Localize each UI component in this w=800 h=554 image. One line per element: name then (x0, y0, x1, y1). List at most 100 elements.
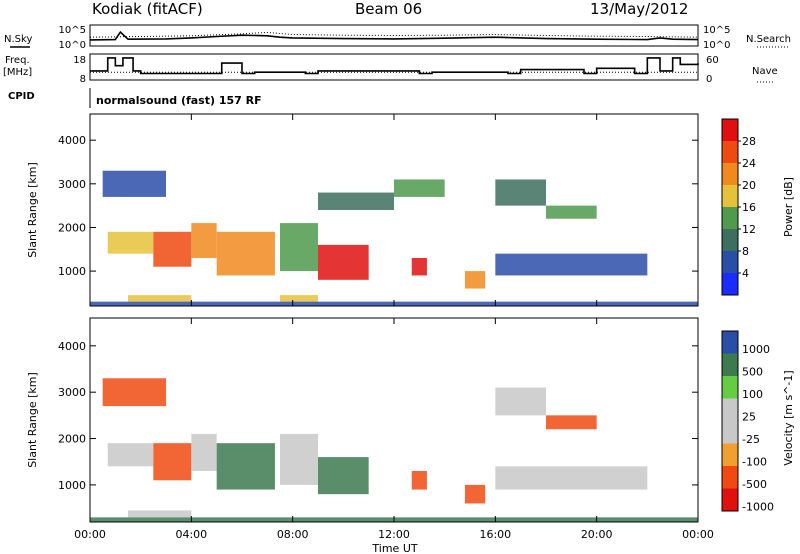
velocity-colorbar-frame (721, 330, 739, 512)
velocity-cbtick-3: 25 (742, 411, 756, 424)
xtick-label-3: 12:00 (378, 528, 410, 541)
power-colorbar-segment-0 (722, 273, 738, 295)
nave-ytick-bottom: 0 (706, 74, 712, 85)
xtick-label-0: 00:00 (74, 528, 106, 541)
noise-ytick-right-top: 10^5 (703, 25, 730, 36)
nsky-label: N.Sky (4, 34, 33, 45)
velocity-colorbar-segment-5 (722, 443, 738, 466)
power-cbtick-12: 12 (742, 223, 756, 236)
power-cell-8 (318, 192, 394, 210)
power-cell-1 (153, 231, 192, 267)
velocity-cell-7 (464, 484, 486, 504)
power-colorbar-segment-5 (722, 163, 738, 185)
cpid-label: CPID (8, 91, 35, 102)
date-label: 13/May/2012 (590, 0, 689, 18)
freq-panel-frame (89, 53, 699, 81)
power-cbtick-28: 28 (742, 135, 756, 148)
power-ytick-1000: 1000 (58, 265, 86, 278)
nave-label: Nave (752, 66, 778, 77)
velocity-cbtick-5: -100 (742, 456, 767, 469)
power-cell-13 (102, 170, 166, 197)
velocity-colorbar-segment-7 (722, 488, 738, 511)
velocity-cbtick-6: -500 (742, 478, 767, 491)
velocity-colorbar-segment-4 (722, 421, 738, 444)
power-colorbar-segment-2 (722, 229, 738, 251)
velocity-cell-5 (318, 457, 369, 495)
power-cell-2 (191, 223, 217, 258)
velocity-ylabel: Slant Range [km] (26, 372, 39, 468)
velocity-colorbar-segment-1 (722, 353, 738, 376)
noise-ytick-left-top: 10^5 (59, 25, 86, 36)
power-ytick-3000: 3000 (58, 178, 86, 191)
velocity-cbtick-1: 500 (742, 366, 763, 379)
freq-series (90, 57, 699, 75)
power-cell-10 (495, 179, 546, 206)
velocity-ytick-1000: 1000 (58, 479, 86, 492)
power-colorbar-segment-1 (722, 251, 738, 273)
freq-unit-label: [MHz] (3, 67, 33, 78)
velocity-cell-4 (280, 433, 318, 485)
power-cell-6 (411, 258, 427, 276)
power-colorbar-segment-6 (722, 141, 738, 163)
power-cbtick-8: 8 (742, 245, 749, 258)
velocity-cbtick-7: -1000 (742, 501, 774, 514)
noise-series-nsearch (89, 31, 699, 38)
power-cbtick-20: 20 (742, 179, 756, 192)
velocity-colorbar-segment-3 (722, 398, 738, 421)
power-cbtick-4: 4 (742, 267, 749, 280)
power-ytick-4000: 4000 (58, 134, 86, 147)
velocity-cell-0 (107, 443, 154, 467)
xtick-label-5: 20:00 (581, 528, 613, 541)
noise-series-nsky (89, 30, 699, 41)
velocity-ytick-2000: 2000 (58, 433, 86, 446)
noise-ytick-left-bottom: 10^0 (59, 40, 86, 51)
velocity-cell-2 (191, 433, 217, 471)
noise-panel-frame (89, 24, 699, 47)
velocity-cell-3 (216, 443, 275, 490)
velocity-cell-9 (546, 415, 597, 430)
power-cell-5 (318, 244, 369, 280)
nsearch-label: N.Search (746, 34, 792, 45)
noise-ytick-right-bottom: 10^0 (703, 40, 730, 51)
velocity-cbtick-4: -25 (742, 433, 760, 446)
xtick-label-6: 00:00 (682, 528, 714, 541)
velocity-cell-1 (153, 443, 192, 481)
freq-ytick-bottom: 8 (80, 74, 86, 85)
power-colorbar-segment-3 (722, 207, 738, 229)
freq-label: Freq. (5, 55, 30, 66)
power-cell-0 (107, 231, 154, 254)
station-title: Kodiak (fitACF) (92, 0, 203, 18)
velocity-colorbar-label: Velocity [m s^-1] (782, 370, 795, 465)
velocity-colorbar-segment-0 (722, 331, 738, 354)
power-cbtick-24: 24 (742, 157, 756, 170)
power-cell-3 (216, 231, 275, 276)
velocity-cbtick-0: 1000 (742, 343, 770, 356)
velocity-cell-10 (495, 466, 648, 490)
power-cell-11 (546, 205, 597, 219)
velocity-panel-frame (89, 317, 699, 523)
power-cell-14 (128, 295, 192, 302)
xtick-label-2: 08:00 (277, 528, 309, 541)
velocity-ytick-3000: 3000 (58, 386, 86, 399)
power-cell-12 (495, 253, 648, 276)
power-cell-9 (394, 179, 445, 197)
velocity-ytick-4000: 4000 (58, 340, 86, 353)
power-cell-15 (280, 295, 318, 302)
power-cell-4 (280, 223, 318, 272)
velocity-colorbar-segment-6 (722, 466, 738, 489)
nave-ytick-top: 60 (706, 55, 719, 66)
power-colorbar-label: Power [dB] (782, 177, 795, 237)
power-colorbar-segment-7 (722, 119, 738, 141)
power-ytick-2000: 2000 (58, 221, 86, 234)
x-axis-label: Time UT (371, 542, 417, 554)
power-colorbar-segment-4 (722, 185, 738, 207)
velocity-colorbar-segment-2 (722, 376, 738, 399)
velocity-cell-11 (102, 378, 166, 407)
velocity-cell-6 (411, 471, 427, 490)
xtick-label-1: 04:00 (175, 528, 207, 541)
cpid-value: normalsound (fast) 157 RF (96, 94, 262, 107)
velocity-cell-8 (495, 387, 546, 416)
freq-ytick-top: 18 (73, 55, 86, 66)
